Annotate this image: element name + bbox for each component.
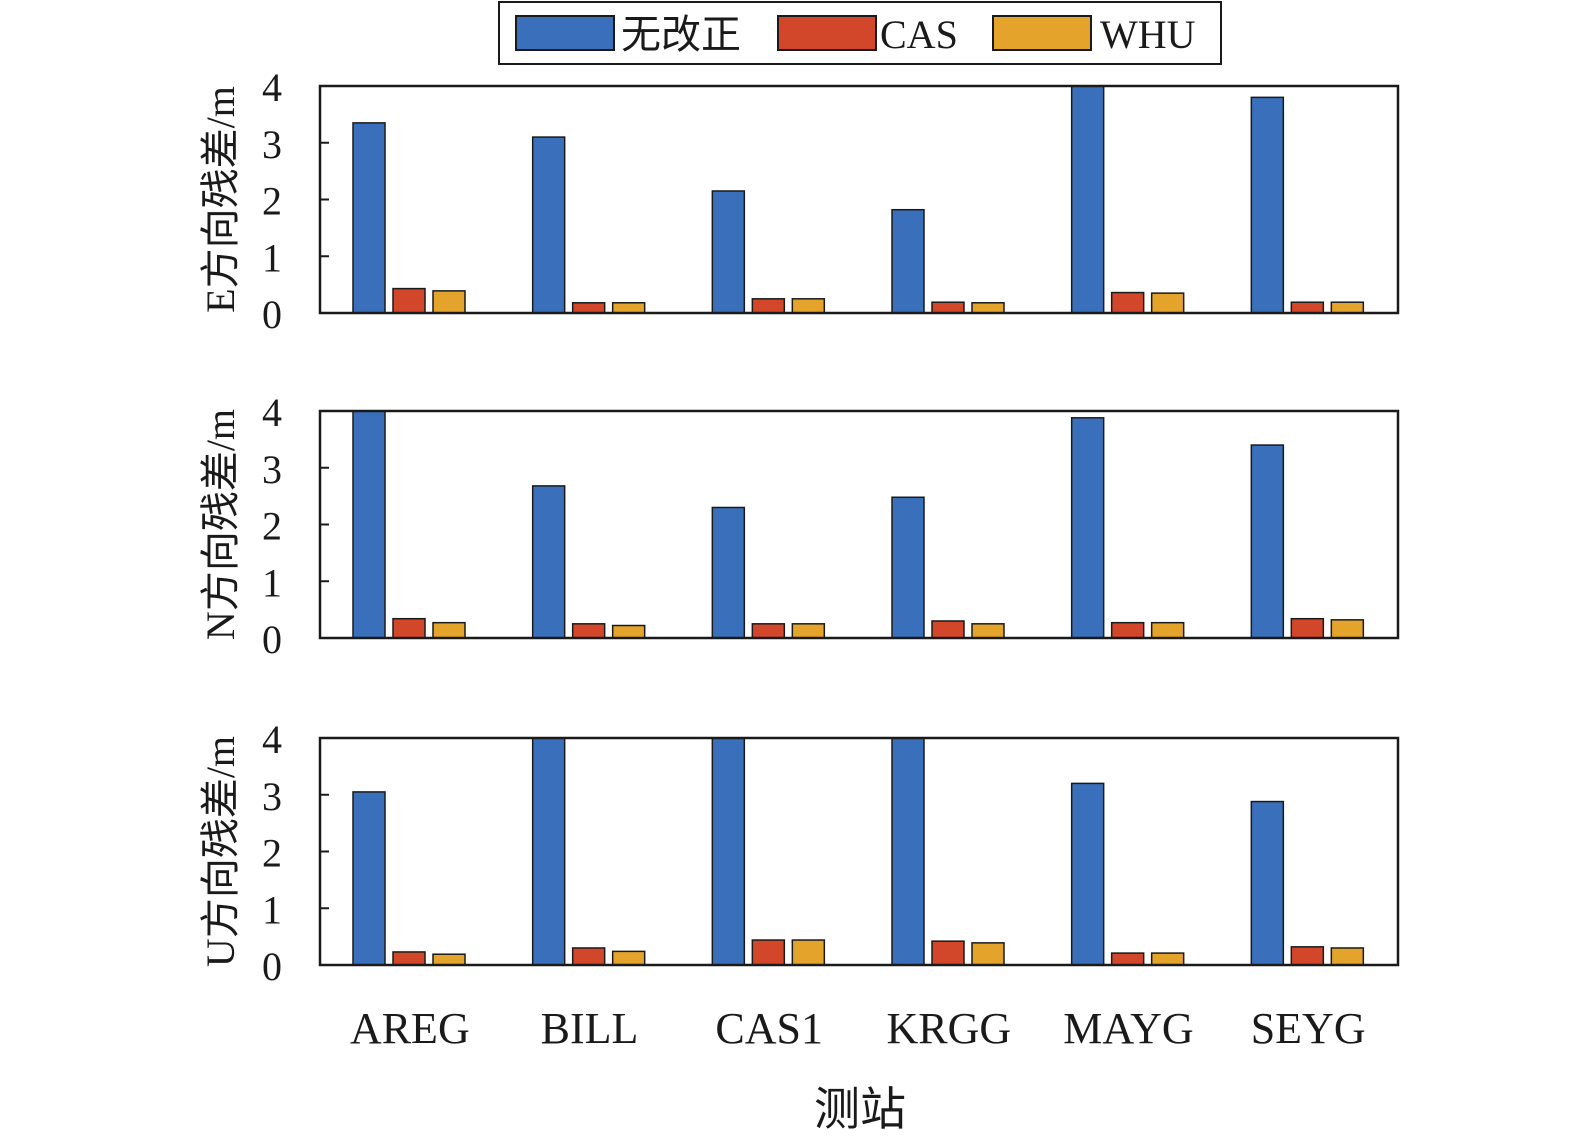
y-tick-label: 1	[262, 560, 282, 605]
y-tick-label: 2	[262, 179, 282, 224]
y-tick-label: 0	[262, 944, 282, 989]
bar-CAS-KRGG	[931, 620, 965, 639]
bar-无改正-AREG	[352, 122, 386, 314]
bar-CAS-BILL	[571, 302, 606, 314]
bar-无改正-BILL	[531, 737, 566, 966]
bar-WHU-CAS1	[791, 298, 826, 314]
panel-1: 0 1 2 3 4 E方向残差/m	[198, 65, 1400, 337]
panels: 0 1 2 3 4 E方向残差/m 0 1 2 3 4 N方向残差/m 0 1 2 3 4 U方向残差/m AREG…	[198, 65, 1400, 1053]
bar-WHU-BILL	[611, 302, 646, 314]
bar-无改正-SEYG	[1250, 800, 1285, 966]
plot-frame	[318, 736, 1400, 967]
y-axis-title: E方向残差/m	[198, 86, 243, 313]
legend-swatch	[515, 15, 615, 51]
bar-无改正-CAS1	[711, 737, 746, 966]
bar-无改正-CAS1	[711, 190, 746, 314]
bar-CAS-MAYG	[1110, 291, 1145, 314]
y-tick-label: 2	[262, 504, 282, 549]
legend-label: 无改正	[621, 12, 741, 57]
y-axis-title: N方向残差/m	[198, 409, 243, 640]
bar-无改正-KRGG	[891, 208, 925, 314]
bar-无改正-AREG	[352, 791, 386, 966]
legend-swatch	[992, 15, 1092, 51]
bar-CAS-SEYG	[1290, 617, 1325, 639]
bar-WHU-SEYG	[1330, 947, 1365, 966]
bar-WHU-AREG	[432, 621, 466, 639]
bar-WHU-MAYG	[1150, 621, 1185, 639]
y-tick-label: 4	[262, 390, 282, 435]
bar-CAS-BILL	[571, 947, 606, 966]
bar-CAS-KRGG	[931, 940, 965, 966]
y-tick-label: 2	[262, 831, 282, 876]
x-tick-label: MAYG	[1063, 1004, 1193, 1053]
bar-无改正-BILL	[531, 485, 566, 639]
bar-CAS-MAYG	[1110, 952, 1145, 966]
bar-CAS-BILL	[571, 623, 606, 639]
bar-CAS-CAS1	[751, 623, 786, 639]
bar-CAS-SEYG	[1290, 946, 1325, 966]
bar-CAS-AREG	[392, 951, 426, 966]
bar-无改正-MAYG	[1070, 782, 1105, 966]
y-tick-label: 3	[262, 447, 282, 492]
panel-3: 0 1 2 3 4 U方向残差/m	[198, 717, 1400, 989]
bar-无改正-CAS1	[711, 506, 746, 639]
plot-frame	[318, 409, 1400, 640]
y-tick-label: 4	[262, 717, 282, 762]
y-tick-label: 0	[262, 292, 282, 337]
bar-无改正-SEYG	[1250, 96, 1285, 314]
y-tick-label: 3	[262, 122, 282, 167]
bar-WHU-KRGG	[971, 942, 1005, 966]
legend-label: WHU	[1100, 12, 1196, 57]
bar-CAS-AREG	[392, 287, 426, 314]
x-axis-title: 测站	[814, 1084, 906, 1135]
legend: 无改正 CAS WHU	[498, 1, 1222, 65]
bar-无改正-KRGG	[891, 737, 925, 966]
bar-WHU-CAS1	[791, 623, 826, 639]
bar-WHU-KRGG	[971, 623, 1005, 639]
x-tick-label: SEYG	[1251, 1004, 1366, 1053]
plot-frame	[318, 84, 1400, 315]
y-tick-label: 0	[262, 617, 282, 662]
bar-CAS-AREG	[392, 617, 426, 639]
bar-CAS-CAS1	[751, 939, 786, 966]
bar-WHU-AREG	[432, 290, 466, 314]
bar-CAS-CAS1	[751, 298, 786, 314]
x-tick-label: KRGG	[886, 1004, 1011, 1053]
bar-WHU-SEYG	[1330, 301, 1365, 314]
y-tick-label: 3	[262, 774, 282, 819]
bar-WHU-CAS1	[791, 939, 826, 966]
bar-WHU-MAYG	[1150, 952, 1185, 966]
bar-WHU-AREG	[432, 953, 466, 966]
x-tick-label: BILL	[541, 1004, 639, 1053]
bar-无改正-BILL	[531, 136, 566, 314]
bar-无改正-MAYG	[1070, 417, 1105, 639]
bar-无改正-AREG	[352, 410, 386, 639]
panel-2: 0 1 2 3 4 N方向残差/m	[198, 390, 1400, 662]
legend-swatch	[777, 15, 877, 51]
y-tick-label: 4	[262, 65, 282, 110]
bar-CAS-SEYG	[1290, 301, 1325, 314]
bar-无改正-SEYG	[1250, 444, 1285, 639]
bar-CAS-MAYG	[1110, 621, 1145, 639]
bar-CAS-KRGG	[931, 301, 965, 314]
bar-WHU-BILL	[611, 624, 646, 639]
x-tick-label: CAS1	[715, 1004, 823, 1053]
y-tick-label: 1	[262, 235, 282, 280]
y-tick-label: 1	[262, 887, 282, 932]
legend-label: CAS	[880, 12, 958, 57]
bar-WHU-KRGG	[971, 302, 1005, 314]
y-axis-title: U方向残差/m	[198, 736, 243, 967]
bar-WHU-MAYG	[1150, 292, 1185, 314]
bar-WHU-SEYG	[1330, 619, 1365, 639]
bar-无改正-MAYG	[1070, 85, 1105, 314]
x-tick-label: AREG	[350, 1004, 470, 1053]
bar-无改正-KRGG	[891, 496, 925, 639]
bar-WHU-BILL	[611, 950, 646, 966]
